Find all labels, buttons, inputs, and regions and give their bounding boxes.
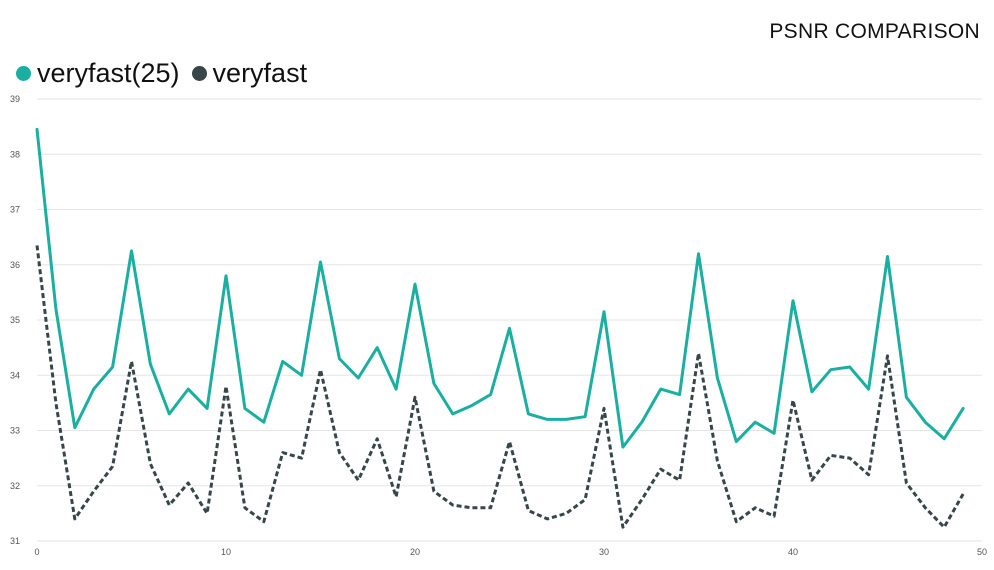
legend-marker-series-2: [191, 66, 207, 81]
y-tick-label: 33: [10, 426, 20, 436]
y-tick-label: 35: [10, 315, 20, 325]
x-tick-label: 40: [788, 547, 798, 557]
y-tick-label: 34: [10, 370, 20, 380]
y-tick-label: 32: [10, 481, 20, 491]
x-tick-label: 50: [977, 547, 987, 557]
y-tick-label: 39: [10, 94, 20, 104]
x-tick-label: 30: [599, 547, 609, 557]
y-tick-label: 36: [10, 260, 20, 270]
series-line-1: [35, 127, 965, 449]
gridlines: [37, 98, 982, 542]
legend-marker-series-1: [16, 66, 31, 81]
chart-title: PSNR COMPARISON: [769, 20, 980, 43]
y-tick-label: 37: [10, 205, 20, 215]
y-axis-ticks: 31 32 33 34 35 36 37 38 39: [10, 94, 20, 546]
y-tick-label: 31: [10, 536, 20, 546]
legend: veryfast(25) veryfast: [16, 58, 319, 89]
x-axis-ticks: 0 10 20 30 40 50: [34, 547, 987, 557]
y-tick-label: 38: [10, 149, 20, 159]
legend-item-series-2[interactable]: veryfast: [191, 58, 308, 89]
legend-label-series-2: veryfast: [212, 58, 308, 88]
series-line-2: [35, 245, 965, 529]
x-tick-label: 10: [221, 547, 231, 557]
x-tick-label: 0: [34, 547, 39, 557]
legend-label-series-1: veryfast(25): [37, 58, 180, 88]
x-tick-label: 20: [410, 547, 420, 557]
legend-item-series-1[interactable]: veryfast(25): [16, 58, 180, 89]
